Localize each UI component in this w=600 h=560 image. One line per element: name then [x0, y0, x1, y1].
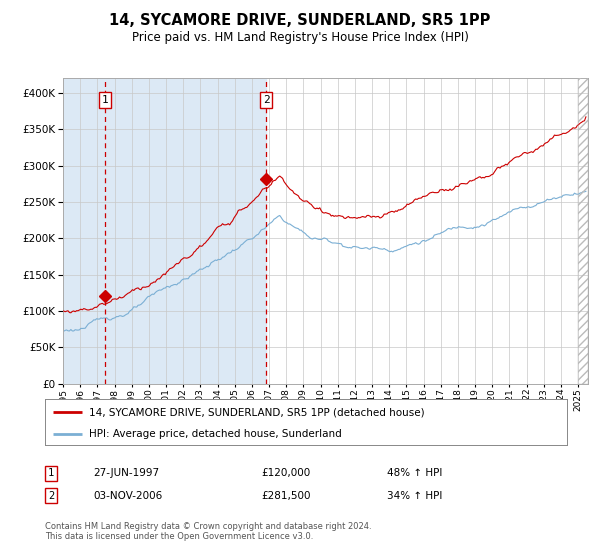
Text: 1: 1 [102, 95, 109, 105]
Text: 2: 2 [48, 491, 54, 501]
Bar [63, 78, 266, 384]
Text: 34% ↑ HPI: 34% ↑ HPI [387, 491, 442, 501]
Text: 48% ↑ HPI: 48% ↑ HPI [387, 468, 442, 478]
Text: 14, SYCAMORE DRIVE, SUNDERLAND, SR5 1PP (detached house): 14, SYCAMORE DRIVE, SUNDERLAND, SR5 1PP … [89, 407, 425, 417]
Text: 2: 2 [263, 95, 269, 105]
Text: 1: 1 [48, 468, 54, 478]
Text: Contains HM Land Registry data © Crown copyright and database right 2024.
This d: Contains HM Land Registry data © Crown c… [45, 522, 371, 542]
Text: £281,500: £281,500 [261, 491, 311, 501]
Text: 27-JUN-1997: 27-JUN-1997 [93, 468, 159, 478]
Text: HPI: Average price, detached house, Sunderland: HPI: Average price, detached house, Sund… [89, 429, 342, 438]
Text: Price paid vs. HM Land Registry's House Price Index (HPI): Price paid vs. HM Land Registry's House … [131, 31, 469, 44]
Text: 14, SYCAMORE DRIVE, SUNDERLAND, SR5 1PP: 14, SYCAMORE DRIVE, SUNDERLAND, SR5 1PP [109, 13, 491, 29]
Text: 03-NOV-2006: 03-NOV-2006 [93, 491, 162, 501]
Text: £120,000: £120,000 [261, 468, 310, 478]
